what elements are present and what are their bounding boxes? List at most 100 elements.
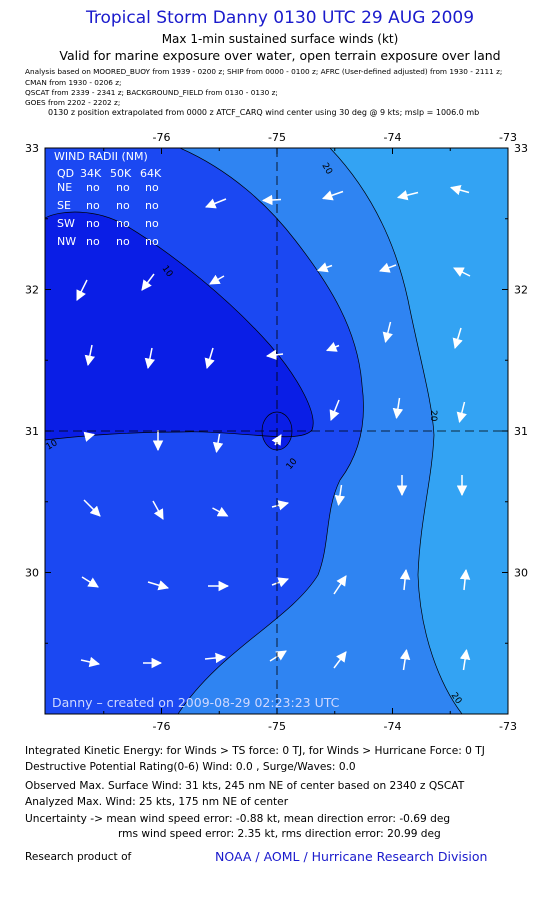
lon-tick-label-bottom: -76 xyxy=(153,720,171,733)
wind-arrow xyxy=(379,262,397,273)
wind-arrow xyxy=(212,506,229,517)
wind-radii-sw-v50: no xyxy=(116,217,130,230)
wind-radii-sw-v34: no xyxy=(86,217,100,230)
wind-arrow xyxy=(265,349,284,361)
wind-arrow xyxy=(204,652,227,664)
wind-band-lowest xyxy=(45,212,314,440)
lat-tick-label-right: 32 xyxy=(514,284,528,297)
chart-subtitle-exposure: Valid for marine exposure over water, op… xyxy=(59,48,501,63)
wind-arrow xyxy=(144,347,156,370)
wind-arrow xyxy=(456,401,467,424)
wind-arrow xyxy=(81,576,99,588)
wind-radii-ne-v64: no xyxy=(145,181,159,194)
uncertainty-line-2: rms wind speed error: 2.35 kt, rms direc… xyxy=(118,828,441,840)
chart-subtitle-winds: Max 1-min sustained surface winds (kt) xyxy=(161,32,399,46)
wind-arrow xyxy=(459,648,471,671)
wind-field-map: 20 10 10 10 20 20 WIND RADII (NM) QD 34K… xyxy=(25,131,528,733)
wind-arrow xyxy=(271,500,290,511)
contour-line-10 xyxy=(177,148,364,714)
wind-arrow xyxy=(334,484,346,507)
lat-tick-label-left: 31 xyxy=(25,425,39,438)
org-name: NOAA / AOML / Hurricane Research Divisio… xyxy=(215,849,488,864)
wind-arrow xyxy=(271,577,289,588)
lon-tick-label-top: -73 xyxy=(499,131,517,144)
wind-arrow xyxy=(83,431,96,442)
observed-max-wind: Observed Max. Surface Wind: 31 kts, 245 … xyxy=(25,780,465,792)
research-product-label: Research product of xyxy=(25,851,132,863)
contour-line-10-inner xyxy=(45,211,314,441)
wind-radii-header-50k: 50K xyxy=(110,167,132,180)
wind-radii-header-qd: QD xyxy=(57,167,74,180)
wind-radii-se-v34: no xyxy=(86,199,100,212)
wind-arrow xyxy=(396,190,419,201)
wind-arrow xyxy=(209,274,225,285)
wind-arrow xyxy=(329,399,340,421)
lon-tick-label-top: -76 xyxy=(153,131,171,144)
lon-tick-label-top: -75 xyxy=(268,131,286,144)
wind-radii-ne-v34: no xyxy=(86,181,100,194)
wind-radii-header-34k: 34K xyxy=(80,167,102,180)
lat-tick-label-left: 32 xyxy=(25,284,39,297)
dpr-line: Destructive Potential Rating(0-6) Wind: … xyxy=(25,761,356,773)
wind-arrow xyxy=(399,648,411,671)
wind-arrow xyxy=(399,568,411,591)
wind-radii-sw-v64: no xyxy=(145,217,159,230)
wind-radii-sw-qd: SW xyxy=(57,217,75,230)
wind-arrow xyxy=(152,500,164,520)
source-line-1: Analysis based on MOORED_BUOY from 1939 … xyxy=(25,67,503,76)
analyzed-max-wind: Analyzed Max. Wind: 25 kts, 175 nm NE of… xyxy=(25,796,289,808)
wind-arrow xyxy=(269,650,287,662)
wind-arrow xyxy=(382,321,393,344)
wind-arrow xyxy=(141,273,155,291)
wind-arrow xyxy=(204,347,215,370)
chart-title: Tropical Storm Danny 0130 UTC 29 AUG 200… xyxy=(85,8,475,28)
wind-radii-panel: WIND RADII (NM) QD 34K 50K 64K NE no no no S… xyxy=(54,150,162,248)
lat-tick-label-right: 30 xyxy=(514,567,528,580)
lon-tick-label-bottom: -75 xyxy=(268,720,286,733)
wind-arrow xyxy=(322,190,344,201)
wind-arrow xyxy=(147,580,170,591)
wind-arrow xyxy=(271,434,282,446)
wind-arrow xyxy=(80,656,101,668)
lat-tick-label-left: 30 xyxy=(25,567,39,580)
wind-arrow xyxy=(76,279,88,301)
wind-radii-se-v64: no xyxy=(145,199,159,212)
wind-arrow xyxy=(452,327,463,350)
uncertainty-line-1: Uncertainty -> mean wind speed error: -0… xyxy=(25,813,451,825)
wind-radii-nw-v34: no xyxy=(86,235,100,248)
wind-radii-ne-qd: NE xyxy=(57,181,72,194)
wind-vectors xyxy=(76,184,471,671)
wind-radii-nw-qd: NW xyxy=(57,235,76,248)
wind-radii-ne-v50: no xyxy=(116,181,130,194)
wind-arrow xyxy=(459,568,471,591)
lat-tick-label-right: 33 xyxy=(514,142,528,155)
lat-tick-label-left: 33 xyxy=(25,142,39,155)
source-line-2: CMAN from 1930 - 0206 z; xyxy=(25,78,122,87)
lat-tick-label-right: 31 xyxy=(514,425,528,438)
wind-arrow xyxy=(453,267,471,277)
wind-arrow xyxy=(326,342,340,352)
wind-radii-title: WIND RADII (NM) xyxy=(54,150,148,163)
wind-arrow xyxy=(84,344,96,367)
map-credit: Danny – created on 2009-08-29 02:23:23 U… xyxy=(52,695,340,710)
wind-arrow xyxy=(392,397,404,420)
position-note: 0130 z position extrapolated from 0000 z… xyxy=(48,108,480,117)
ike-line: Integrated Kinetic Energy: for Winds > T… xyxy=(25,745,485,757)
wind-arrow xyxy=(83,499,101,517)
wind-arrow xyxy=(333,575,347,595)
wind-radii-se-qd: SE xyxy=(57,199,71,212)
wind-arrow xyxy=(449,184,470,196)
wind-radii-se-v50: no xyxy=(116,199,130,212)
contour-line-20 xyxy=(329,148,463,714)
wind-radii-nw-v64: no xyxy=(145,235,159,248)
lon-tick-label-bottom: -73 xyxy=(499,720,517,733)
wind-arrow xyxy=(317,262,333,273)
source-line-4: GOES from 2202 - 2202 z; xyxy=(25,98,121,107)
wind-arrow xyxy=(261,194,282,206)
wind-arrow xyxy=(333,651,347,669)
source-line-3: QSCAT from 2339 - 2341 z; BACKGROUND_FIE… xyxy=(25,88,278,97)
wind-radii-nw-v50: no xyxy=(116,235,130,248)
lon-tick-label-bottom: -74 xyxy=(384,720,402,733)
wind-arrow xyxy=(205,198,227,209)
lon-tick-label-top: -74 xyxy=(384,131,402,144)
